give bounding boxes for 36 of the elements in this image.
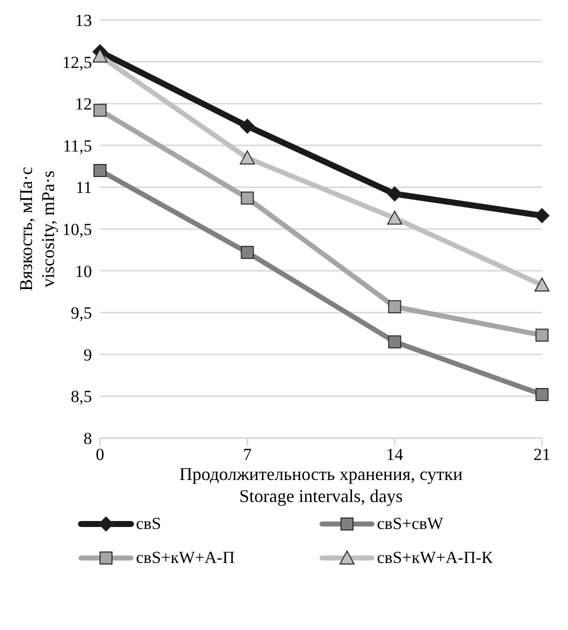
legend-label: свS+кW+А-П — [136, 548, 235, 568]
point — [94, 164, 106, 177]
y-tick-label: 10 — [75, 262, 92, 281]
point — [534, 208, 550, 224]
point — [388, 300, 402, 314]
point — [94, 104, 106, 117]
point — [388, 335, 402, 348]
y-axis-title: Вязкость, мПа·с viscosity, mPa·s — [16, 166, 58, 292]
y-tick-label: 12 — [75, 94, 92, 114]
point — [240, 150, 255, 164]
y-tick-label: 13 — [75, 11, 92, 30]
y-tick-label: 9 — [84, 345, 92, 364]
legend-label: свS+свW — [377, 514, 444, 534]
point — [536, 388, 548, 402]
y-tick-label: 9,5 — [70, 304, 92, 323]
x-tick-label: 0 — [96, 445, 104, 464]
x-tick-label: 21 — [534, 445, 550, 464]
point — [240, 246, 254, 259]
y-tick-label: 11 — [76, 178, 92, 198]
point — [240, 192, 254, 205]
point — [536, 328, 548, 342]
x-tick-label: 7 — [243, 445, 252, 464]
y-tick-label: 8 — [84, 429, 92, 448]
y-tick-label: 11,5 — [62, 136, 92, 156]
point — [387, 210, 402, 225]
x-tick-label: 14 — [386, 445, 404, 464]
y-tick-label: 8,5 — [70, 387, 92, 406]
point — [240, 118, 255, 134]
y-tick-label: 10,5 — [62, 220, 92, 240]
y-tick-label: 12,5 — [62, 52, 92, 72]
x-axis-title: Продолжительность хранения, сутки Storage intervals, days — [179, 464, 464, 506]
point — [92, 48, 108, 62]
point — [534, 278, 550, 292]
legend-label: свS+кW+А-П-К — [377, 548, 493, 568]
point — [387, 186, 402, 202]
legend-label: свS — [136, 514, 162, 534]
